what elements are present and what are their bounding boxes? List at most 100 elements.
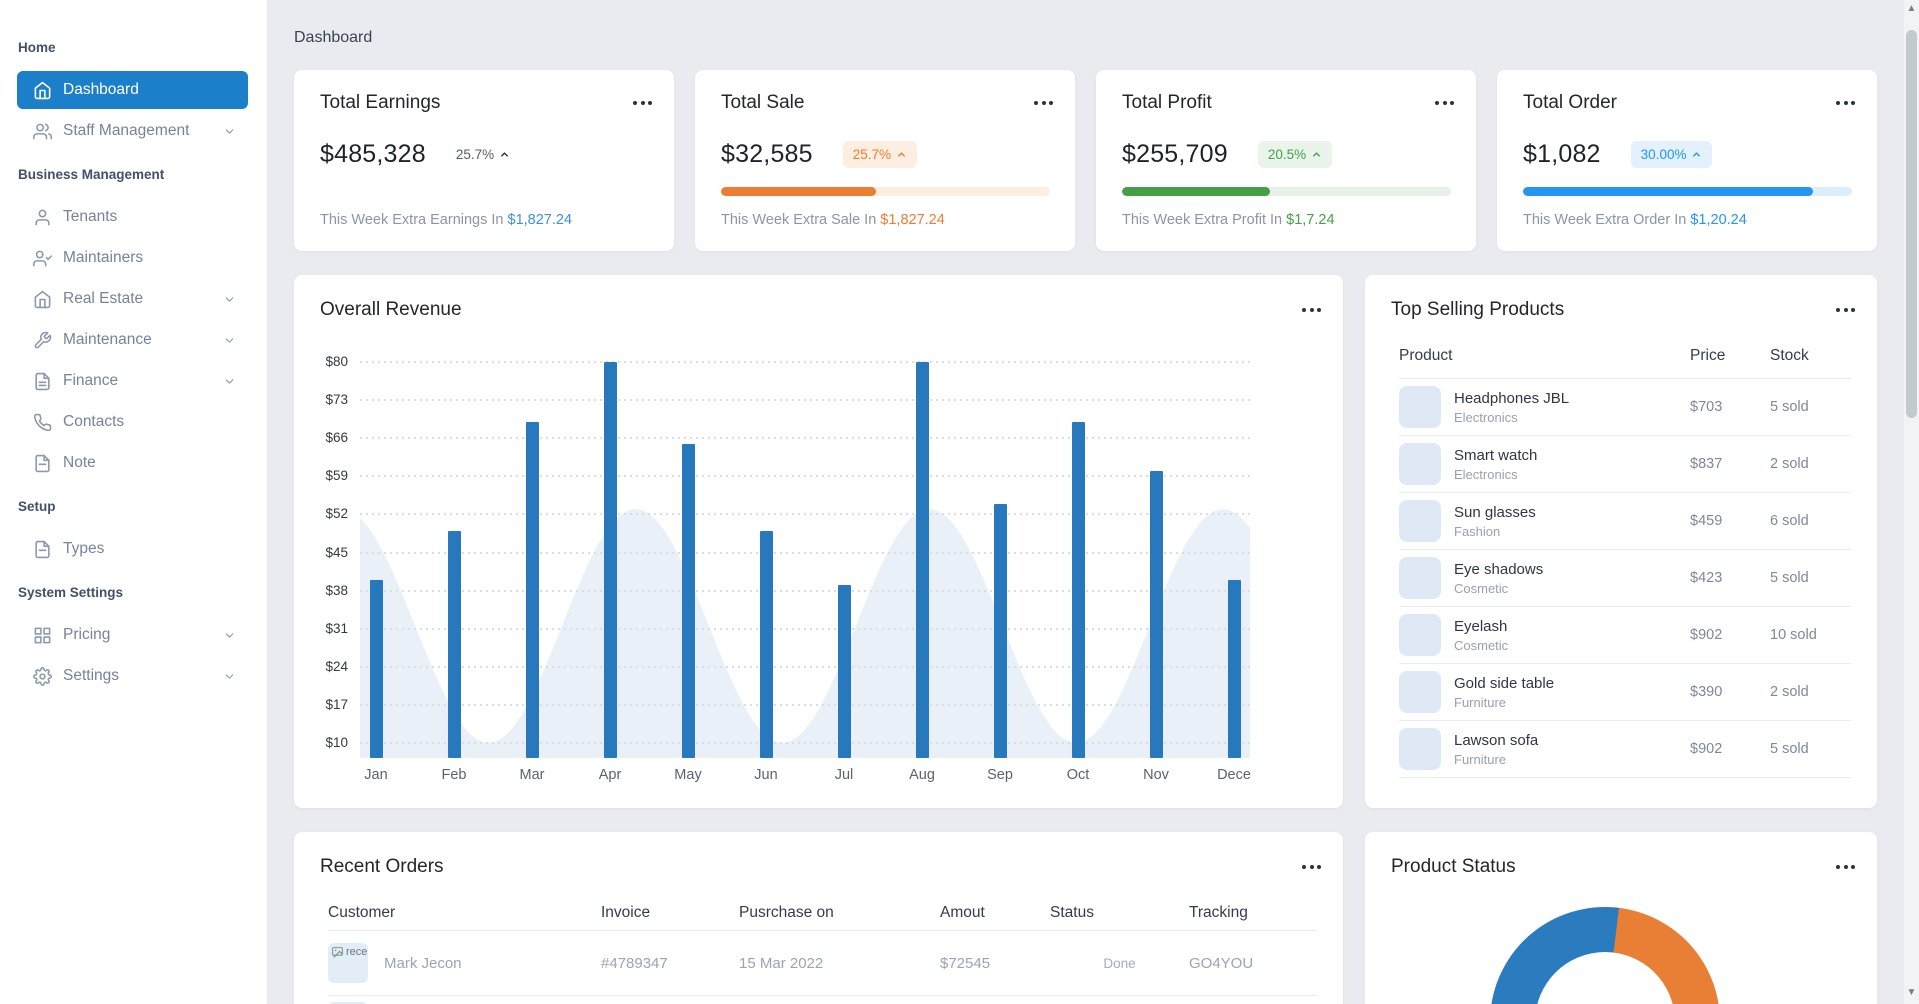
x-axis-tick-label: Aug <box>909 767 935 783</box>
table-row[interactable]: Lawson sofa Furniture $902 5 sold <box>1399 721 1851 778</box>
sidebar-item-pricing[interactable]: Pricing <box>17 616 248 654</box>
image-alt-text: rece <box>346 946 368 958</box>
user-check-icon <box>33 249 52 268</box>
product-stock: 2 sold <box>1770 684 1809 700</box>
sidebar-section-business-management: Business Management <box>18 166 165 182</box>
table-row[interactable]: Headphones JBL Electronics $703 5 sold <box>1399 379 1851 436</box>
product-thumbnail <box>1399 386 1441 428</box>
table-row[interactable]: Sun glasses Fashion $459 6 sold <box>1399 493 1851 550</box>
more-menu-icon[interactable] <box>1834 302 1857 318</box>
revenue-bar-Feb <box>447 530 461 758</box>
x-axis-tick-label: Oct <box>1066 767 1090 783</box>
user-icon <box>33 208 52 227</box>
more-menu-icon[interactable] <box>1300 859 1323 875</box>
column-header: Pusrchase on <box>739 904 834 921</box>
revenue-bar-Dece <box>1227 579 1241 758</box>
vertical-scrollbar[interactable]: ▲ ▼ <box>1904 0 1919 1004</box>
sidebar-item-label: Real Estate <box>63 290 144 307</box>
gridline <box>360 627 1250 630</box>
stat-card-total-order: Total Order $1,082 30.00% This Week Extr… <box>1497 70 1877 251</box>
product-thumbnail <box>1399 443 1441 485</box>
product-price: $902 <box>1690 741 1723 757</box>
x-axis-tick-label: Mar <box>519 767 545 783</box>
column-header: Status <box>1050 904 1094 921</box>
stat-footer-amount: $1,827.24 <box>507 212 573 228</box>
table-row[interactable]: Eye shadows Cosmetic $423 5 sold <box>1399 550 1851 607</box>
table-row[interactable]: rece Mark Jecon #4789347 15 Mar 2022 $72… <box>328 931 1317 996</box>
scrollbar-up-arrow[interactable]: ▲ <box>1906 3 1917 14</box>
gridline <box>360 399 1250 402</box>
sidebar-section-home: Home <box>18 39 56 55</box>
chevron-up-icon <box>1313 152 1321 157</box>
sidebar-item-types[interactable]: Types <box>17 530 248 568</box>
revenue-bar-Nov <box>1149 470 1163 758</box>
sidebar-item-finance[interactable]: Finance <box>17 362 248 400</box>
sidebar-item-settings[interactable]: Settings <box>17 657 248 695</box>
product-thumbnail <box>1399 728 1441 770</box>
y-axis-tick-label: $73 <box>325 392 348 408</box>
sidebar-item-staff-management[interactable]: Staff Management <box>17 112 248 150</box>
sidebar-item-label: Tenants <box>63 208 118 225</box>
y-axis-tick-label: $38 <box>325 582 348 598</box>
sidebar-item-note[interactable]: Note <box>17 444 248 482</box>
product-stock: 5 sold <box>1770 399 1809 415</box>
revenue-bar-Jul <box>837 585 851 758</box>
product-category: Electronics <box>1454 409 1518 425</box>
revenue-bar-Apr <box>603 362 617 758</box>
gridline <box>360 551 1250 554</box>
product-stock: 5 sold <box>1770 741 1809 757</box>
more-menu-icon[interactable] <box>1834 859 1857 875</box>
recent-orders-card: Recent Orders Customer Invoice Pusrchase… <box>294 832 1343 1004</box>
wrench-icon <box>33 331 52 350</box>
gridline <box>360 437 1250 440</box>
revenue-bar-Sep <box>993 503 1007 758</box>
sidebar-item-real-estate[interactable]: Real Estate <box>17 280 248 318</box>
stat-value: $1,082 <box>1523 140 1601 168</box>
table-row[interactable]: Eyelash Cosmetic $902 10 sold <box>1399 607 1851 664</box>
recent-orders-table: Customer Invoice Pusrchase on Amout Stat… <box>328 904 1317 1004</box>
sidebar-item-maintainers[interactable]: Maintainers <box>17 239 248 277</box>
x-axis-tick-label: Dece <box>1217 767 1251 783</box>
scrollbar-thumb[interactable] <box>1906 30 1917 418</box>
sidebar-item-dashboard[interactable]: Dashboard <box>17 71 248 109</box>
phone-icon <box>33 413 52 432</box>
stat-card-total-profit: Total Profit $255,709 20.5% This Week Ex… <box>1096 70 1476 251</box>
table-row[interactable]: Gold side table Furniture $390 2 sold <box>1399 664 1851 721</box>
overall-revenue-card: Overall Revenue $10 $17 $24 $31 $38 $45 $52 $59… <box>294 275 1343 808</box>
sidebar-item-label: Note <box>63 454 96 471</box>
gridline <box>360 475 1250 478</box>
sidebar-item-contacts[interactable]: Contacts <box>17 403 248 441</box>
product-price: $703 <box>1690 399 1723 415</box>
product-thumbnail <box>1399 671 1441 713</box>
progress-bar <box>1523 187 1852 196</box>
product-thumbnail <box>1399 500 1441 542</box>
broken-image-icon <box>332 947 343 958</box>
stats-row: Total Earnings $485,328 25.7% This Week … <box>294 70 1892 251</box>
more-menu-icon[interactable] <box>631 95 654 111</box>
more-menu-icon[interactable] <box>1300 302 1323 318</box>
revenue-bar-Jun <box>759 530 773 758</box>
product-price: $837 <box>1690 456 1723 472</box>
sidebar-item-maintenance[interactable]: Maintenance <box>17 321 248 359</box>
product-price: $423 <box>1690 570 1723 586</box>
product-thumbnail <box>1399 614 1441 656</box>
revenue-bar-Aug <box>915 362 929 758</box>
stat-percent-badge: 30.00% <box>1630 141 1713 168</box>
product-thumbnail <box>1399 557 1441 599</box>
product-category: Cosmetic <box>1454 580 1509 596</box>
broken-image-placeholder: rece <box>328 943 368 983</box>
revenue-plot <box>360 361 1250 758</box>
more-menu-icon[interactable] <box>1032 95 1055 111</box>
table-row[interactable]: Smart watch Electronics $837 2 sold <box>1399 436 1851 493</box>
product-name: Eye shadows <box>1454 560 1544 578</box>
chevron-up-icon <box>501 152 509 157</box>
column-header: Amout <box>940 904 985 921</box>
sidebar-item-tenants[interactable]: Tenants <box>17 198 248 236</box>
stat-footer-amount: $1,7.24 <box>1286 212 1335 228</box>
scrollbar-down-arrow[interactable]: ▼ <box>1906 987 1917 998</box>
revenue-x-axis: Jan Feb Mar Apr May Jun Jul Aug Sep Oct Nov Dece <box>360 767 1251 787</box>
product-status-card: Product Status <box>1365 832 1877 1004</box>
more-menu-icon[interactable] <box>1433 95 1456 111</box>
more-menu-icon[interactable] <box>1834 95 1857 111</box>
gridline <box>360 513 1250 516</box>
